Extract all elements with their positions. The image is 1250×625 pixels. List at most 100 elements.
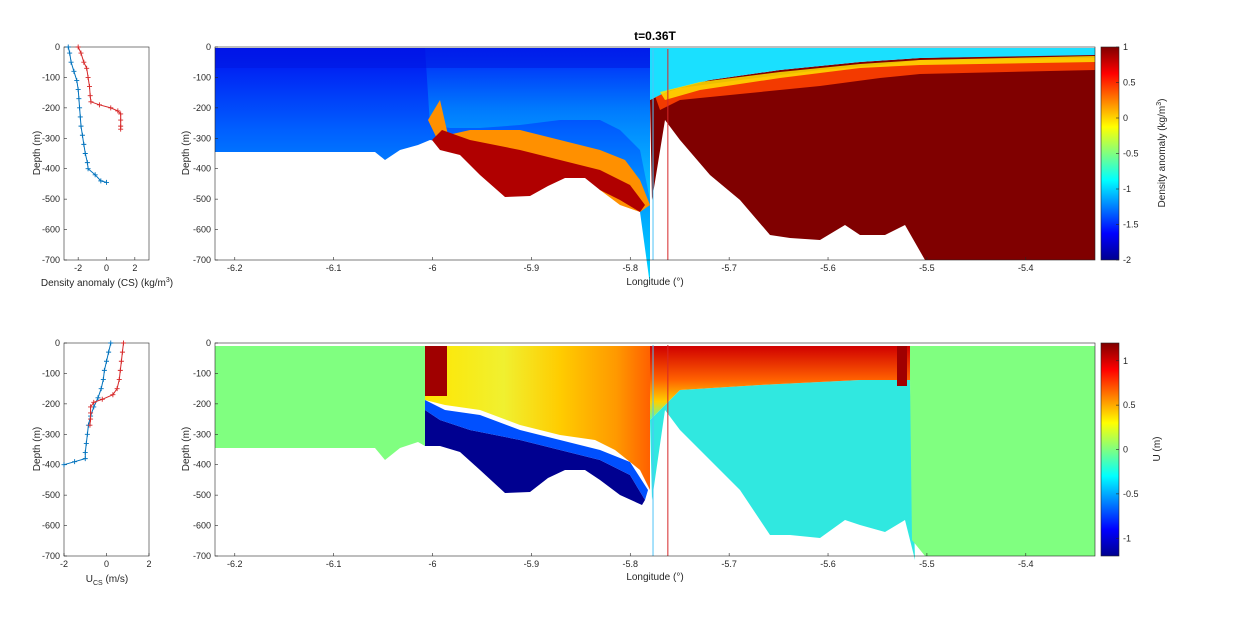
y-tick-label: -600 — [42, 521, 60, 531]
colorbar-tick-label: -1 — [1123, 533, 1131, 543]
profile-point — [95, 395, 101, 401]
y-tick-label: -300 — [42, 429, 60, 439]
left-still-water — [215, 346, 425, 460]
y-tick-label: -100 — [193, 368, 211, 378]
profile-point — [118, 126, 124, 132]
profile-point — [106, 349, 112, 355]
profile-point — [76, 96, 82, 102]
y-tick-labels: -700 -600 -500 -400 -300 -200 -100 0 — [42, 338, 67, 561]
profile-point — [77, 105, 83, 111]
x-tick-label: -5.9 — [524, 559, 540, 569]
profile-point — [85, 166, 91, 172]
bottom-profile-plot: -2 0 2 -700 -600 -500 -400 -300 -200 -100 0 Depth… — [32, 338, 152, 587]
y-tick-labels: -700 -600 -500 -400 -300 -200 -100 0 — [193, 42, 218, 265]
profile-point — [98, 178, 104, 184]
colorbar-tick-label: -1.5 — [1123, 220, 1139, 230]
x-tick-label: -5.6 — [820, 263, 836, 273]
profile-point — [78, 123, 84, 129]
right-outflow-water — [650, 378, 915, 560]
profile-point — [101, 367, 107, 373]
profile-point — [99, 396, 105, 402]
x-tick-label: 0 — [104, 559, 109, 569]
right-still-water — [910, 346, 1095, 556]
profile-point — [85, 74, 91, 80]
y-axis-label: Depth (m) — [32, 131, 43, 175]
y-tick-label: -500 — [193, 490, 211, 500]
lens-section — [425, 48, 650, 200]
y-tick-label: -600 — [193, 521, 211, 531]
profile-point — [119, 349, 125, 355]
surface-layer-right — [650, 48, 1095, 100]
profile-point — [78, 50, 84, 56]
colorbar-tick-label: -0.5 — [1123, 489, 1139, 499]
y-axis-label: Depth (m) — [181, 131, 192, 175]
y-tick-label: -400 — [193, 460, 211, 470]
profile-point — [87, 422, 93, 428]
x-tick-label: -2 — [60, 559, 68, 569]
colorbar-tick-label: 0 — [1123, 445, 1128, 455]
y-tick-label: -500 — [193, 194, 211, 204]
profile-point — [77, 114, 83, 120]
x-tick-label: -5.8 — [623, 263, 639, 273]
x-tick-labels: -6.2 -6.1 -6 -5.9 -5.8 -5.7 -5.6 -5.5 -5.4 — [227, 257, 1034, 273]
top-profile-plot: -2 0 2 -700 -600 -500 -400 -300 -200 -100 0 Depth… — [32, 42, 173, 289]
x-tick-label: -5.6 — [820, 559, 836, 569]
profile-point — [81, 59, 87, 65]
profile-point — [92, 172, 98, 178]
profile-point — [84, 431, 90, 437]
y-tick-label: -300 — [193, 133, 211, 143]
profile-point — [118, 111, 124, 117]
y-tick-label: 0 — [55, 42, 60, 52]
colorbar-tick-label: 1 — [1123, 42, 1128, 52]
y-tick-label: -100 — [193, 72, 211, 82]
x-axis-label: Longitude (°) — [626, 572, 683, 583]
station-markers — [652, 345, 669, 556]
plot-area — [63, 46, 150, 261]
profile-point — [87, 84, 92, 90]
y-tick-label: -300 — [42, 133, 60, 143]
y-tick-label: -500 — [42, 490, 60, 500]
profile-point — [108, 340, 114, 346]
y-tick-label: 0 — [206, 42, 211, 52]
colorbar-tick-label: 0.5 — [1123, 400, 1136, 410]
bottom-velocity-section: -6.2 -6.1 -6 -5.9 -5.8 -5.7 -5.6 -5.5 -5.4 -700-… — [181, 338, 1163, 583]
x-tick-label: -6.2 — [227, 263, 243, 273]
profile-point — [88, 410, 94, 416]
strong-jet-left — [425, 346, 447, 396]
x-tick-labels: -2 0 2 — [74, 257, 137, 273]
y-tick-label: 0 — [55, 338, 60, 348]
profile-point — [79, 132, 85, 138]
y-tick-label: -700 — [193, 255, 211, 265]
profile-point — [115, 108, 121, 114]
profile-point — [100, 377, 106, 383]
x-tick-label: -5.8 — [623, 559, 639, 569]
y-axis-label: Depth (m) — [181, 427, 192, 471]
x-tick-label: -5.4 — [1018, 559, 1034, 569]
profile-point — [118, 358, 124, 364]
colorbar-tick-label: -2 — [1123, 255, 1131, 265]
profile-lines — [65, 44, 124, 185]
profile-point — [75, 44, 81, 50]
profile-point — [108, 105, 114, 111]
colorbar-ticks: -2 -1.5 -1 -0.5 0 0.5 1 — [1116, 42, 1139, 265]
colorbar-tick-label: -1 — [1123, 184, 1131, 194]
profile-point — [96, 102, 102, 108]
x-tick-label: 2 — [146, 559, 151, 569]
profile-point — [74, 77, 80, 83]
profile-point — [91, 399, 97, 405]
profile-point — [88, 416, 94, 422]
profile-series-0 — [63, 342, 112, 466]
plot-area — [63, 342, 150, 557]
profile-point — [88, 99, 94, 105]
y-tick-label: -100 — [42, 368, 60, 378]
profile-point — [72, 459, 78, 465]
profile-point — [104, 358, 109, 364]
y-tick-label: 0 — [206, 338, 211, 348]
profile-point — [117, 367, 123, 373]
colorbar-tick-label: 0.5 — [1123, 78, 1136, 88]
x-tick-label: -6 — [429, 263, 437, 273]
upper-flow — [425, 346, 650, 490]
right-surface-jet — [650, 346, 910, 420]
colorbar-tick-label: 1 — [1123, 356, 1128, 366]
